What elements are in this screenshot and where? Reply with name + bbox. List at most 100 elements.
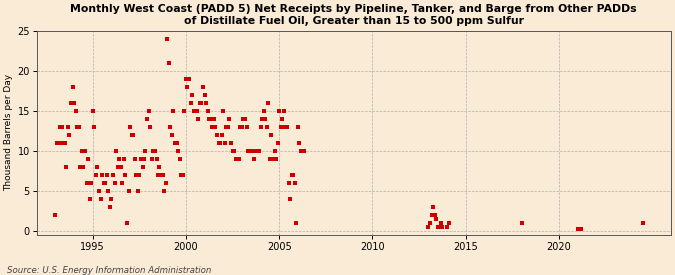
Point	[224, 117, 235, 121]
Point	[114, 156, 125, 161]
Point	[161, 180, 171, 185]
Point	[112, 164, 123, 169]
Point	[204, 117, 215, 121]
Point	[70, 108, 81, 113]
Point	[285, 196, 296, 201]
Point	[235, 125, 246, 129]
Point	[95, 196, 106, 201]
Point	[441, 224, 452, 229]
Point	[75, 164, 86, 169]
Point	[179, 108, 190, 113]
Point	[217, 133, 227, 137]
Point	[181, 76, 192, 81]
Point	[137, 164, 148, 169]
Point	[294, 141, 304, 145]
Point	[72, 125, 82, 129]
Point	[244, 148, 255, 153]
Point	[281, 125, 292, 129]
Point	[76, 148, 87, 153]
Point	[263, 100, 274, 105]
Point	[84, 196, 95, 201]
Point	[136, 156, 146, 161]
Point	[128, 133, 138, 137]
Point	[123, 188, 134, 193]
Point	[74, 125, 84, 129]
Point	[117, 180, 128, 185]
Point	[266, 133, 277, 137]
Y-axis label: Thousand Barrels per Day: Thousand Barrels per Day	[4, 74, 14, 191]
Point	[100, 180, 111, 185]
Point	[162, 37, 173, 41]
Point	[437, 224, 448, 229]
Point	[173, 148, 184, 153]
Point	[279, 108, 290, 113]
Point	[120, 172, 131, 177]
Point	[286, 172, 297, 177]
Point	[134, 172, 144, 177]
Point	[98, 180, 109, 185]
Point	[196, 100, 207, 105]
Point	[178, 172, 188, 177]
Point	[199, 92, 210, 97]
Point	[163, 60, 174, 65]
Point	[256, 117, 267, 121]
Point	[138, 156, 149, 161]
Point	[174, 156, 185, 161]
Point	[240, 117, 250, 121]
Point	[144, 125, 155, 129]
Point	[209, 117, 219, 121]
Point	[156, 172, 167, 177]
Point	[184, 76, 194, 81]
Point	[215, 141, 225, 145]
Point	[51, 141, 62, 145]
Point	[53, 141, 64, 145]
Point	[119, 156, 130, 161]
Point	[64, 133, 75, 137]
Point	[435, 221, 446, 225]
Point	[234, 156, 244, 161]
Point	[109, 180, 120, 185]
Point	[78, 164, 89, 169]
Point	[131, 172, 142, 177]
Point	[159, 188, 169, 193]
Point	[132, 188, 143, 193]
Point	[431, 216, 441, 221]
Point	[140, 148, 151, 153]
Point	[210, 125, 221, 129]
Point	[192, 108, 202, 113]
Point	[165, 125, 176, 129]
Point	[55, 125, 65, 129]
Point	[277, 117, 288, 121]
Point	[89, 125, 100, 129]
Point	[227, 148, 238, 153]
Point	[280, 125, 291, 129]
Point	[106, 196, 117, 201]
Point	[423, 224, 434, 229]
Point	[200, 100, 211, 105]
Point	[269, 148, 280, 153]
Point	[169, 141, 180, 145]
Point	[250, 148, 261, 153]
Point	[213, 141, 224, 145]
Point	[154, 164, 165, 169]
Point	[443, 221, 454, 225]
Point	[243, 148, 254, 153]
Point	[298, 148, 309, 153]
Point	[168, 108, 179, 113]
Point	[254, 148, 265, 153]
Point	[65, 100, 76, 105]
Point	[219, 141, 230, 145]
Point	[153, 172, 163, 177]
Point	[238, 117, 249, 121]
Point	[58, 141, 69, 145]
Point	[61, 164, 72, 169]
Point	[90, 172, 101, 177]
Point	[229, 148, 240, 153]
Point	[146, 156, 157, 161]
Point	[122, 221, 132, 225]
Point	[230, 156, 241, 161]
Point	[575, 227, 586, 231]
Point	[130, 156, 140, 161]
Point	[142, 117, 153, 121]
Point	[125, 125, 136, 129]
